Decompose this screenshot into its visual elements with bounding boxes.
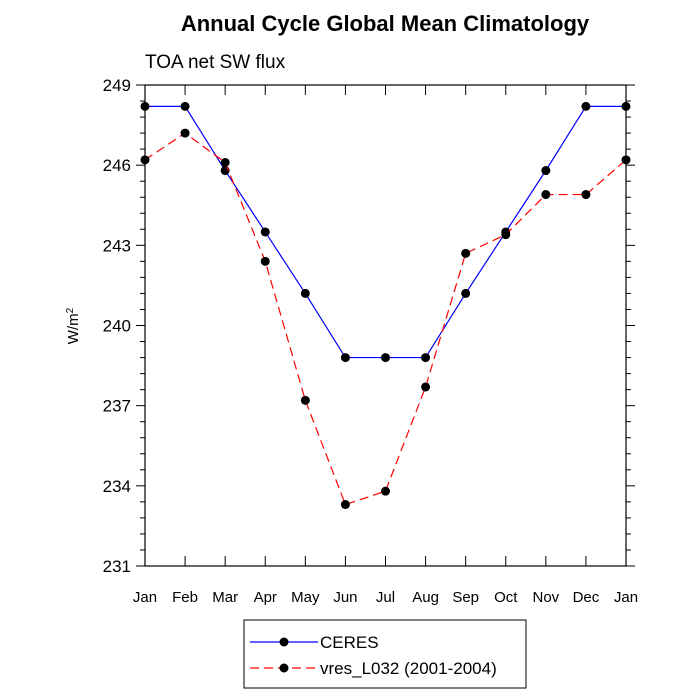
series-layer	[140, 101, 631, 510]
data-point	[340, 353, 350, 363]
svg-text:W/m2: W/m2	[65, 307, 83, 344]
data-point	[421, 382, 431, 392]
data-point	[541, 190, 551, 200]
y-tick-label: 240	[103, 317, 131, 336]
data-point	[180, 128, 190, 138]
x-tick-label: Feb	[172, 589, 198, 606]
y-tick-label: 243	[103, 236, 131, 255]
x-tick-label: Mar	[212, 589, 238, 606]
data-point	[180, 101, 190, 111]
chart-subtitle: TOA net SW flux	[145, 52, 286, 73]
x-tick-label: Nov	[532, 589, 559, 606]
x-tick-label: Jan	[133, 589, 157, 606]
data-point	[461, 288, 471, 298]
legend-item: vres_L032 (2001-2004)	[250, 659, 497, 678]
legend-label: CERES	[320, 633, 379, 652]
series-line	[145, 105, 626, 359]
y-tick-label: 237	[103, 397, 131, 416]
data-point	[260, 256, 270, 266]
legend-swatch-marker	[279, 663, 289, 673]
x-tick-label: Oct	[494, 589, 518, 606]
x-tick-label: Apr	[254, 589, 277, 606]
legend-swatch-marker	[279, 637, 289, 647]
y-axis-label-exponent: 2	[65, 307, 76, 313]
legend-item: CERES	[250, 633, 379, 652]
x-tick-label: Sep	[452, 589, 479, 606]
legend-label: vres_L032 (2001-2004)	[320, 659, 497, 678]
data-point	[581, 190, 591, 200]
data-point	[340, 500, 350, 510]
plot-frame	[144, 84, 627, 567]
data-point	[220, 157, 230, 167]
data-point	[541, 166, 551, 176]
legend: CERES vres_L032 (2001-2004)	[243, 619, 527, 689]
y-tick-label: 246	[103, 156, 131, 175]
axis-ticks	[136, 84, 635, 567]
x-tick-label: Jan	[614, 589, 638, 606]
x-tick-label: Jul	[376, 589, 395, 606]
data-point	[421, 353, 431, 363]
data-point	[461, 248, 471, 258]
series-ceres	[140, 101, 631, 363]
y-tick-label: 234	[103, 477, 131, 496]
data-point	[581, 101, 591, 111]
series-line	[144, 132, 627, 506]
x-tick-label: Jun	[333, 589, 357, 606]
data-point	[501, 230, 511, 240]
y-tick-labels: 231 234 237 240 243 246 249	[103, 76, 131, 576]
x-tick-labels: Jan Feb Mar Apr May Jun Jul Aug Sep Oct Nov Dec Jan	[133, 589, 638, 606]
data-point	[300, 288, 310, 298]
x-tick-label: May	[291, 589, 320, 606]
data-point	[381, 353, 390, 363]
chart-title: Annual Cycle Global Mean Climatology	[181, 11, 590, 36]
x-tick-label: Dec	[573, 589, 600, 606]
data-point	[381, 486, 390, 496]
data-point	[260, 227, 270, 237]
y-axis-label: W/m2	[65, 307, 83, 344]
y-tick-label: 231	[103, 557, 131, 576]
x-tick-label: Aug	[412, 589, 439, 606]
legend-box	[243, 619, 527, 689]
y-tick-label: 249	[103, 76, 131, 95]
data-point	[300, 395, 310, 405]
y-axis-label-base: W/m	[65, 313, 82, 344]
series-vres-l032	[140, 128, 631, 510]
